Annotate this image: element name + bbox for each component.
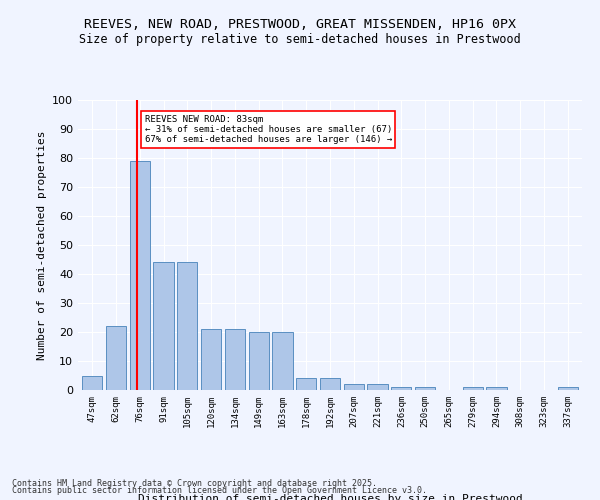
Bar (391, 387, 412, 390)
Bar (82, 376, 103, 390)
Text: REEVES NEW ROAD: 83sqm
← 31% of semi-detached houses are smaller (67)
67% of sem: REEVES NEW ROAD: 83sqm ← 31% of semi-det… (145, 114, 392, 144)
Text: Contains public sector information licensed under the Open Government Licence v3: Contains public sector information licen… (12, 486, 427, 495)
Bar (320, 378, 340, 390)
Bar (130, 161, 150, 390)
X-axis label: Distribution of semi-detached houses by size in Prestwood: Distribution of semi-detached houses by … (137, 494, 523, 500)
Y-axis label: Number of semi-detached properties: Number of semi-detached properties (37, 130, 47, 360)
Bar (296, 378, 316, 390)
Bar (177, 262, 197, 390)
Bar (367, 384, 388, 390)
Bar (201, 329, 221, 390)
Bar (154, 262, 173, 390)
Bar (344, 384, 364, 390)
Text: Contains HM Land Registry data © Crown copyright and database right 2025.: Contains HM Land Registry data © Crown c… (12, 478, 377, 488)
Bar (415, 387, 435, 390)
Bar (272, 332, 293, 390)
Bar (248, 332, 269, 390)
Bar (225, 329, 245, 390)
Bar (557, 387, 578, 390)
Bar (487, 387, 506, 390)
Text: REEVES, NEW ROAD, PRESTWOOD, GREAT MISSENDEN, HP16 0PX: REEVES, NEW ROAD, PRESTWOOD, GREAT MISSE… (84, 18, 516, 30)
Text: Size of property relative to semi-detached houses in Prestwood: Size of property relative to semi-detach… (79, 32, 521, 46)
Bar (463, 387, 483, 390)
Bar (106, 326, 126, 390)
